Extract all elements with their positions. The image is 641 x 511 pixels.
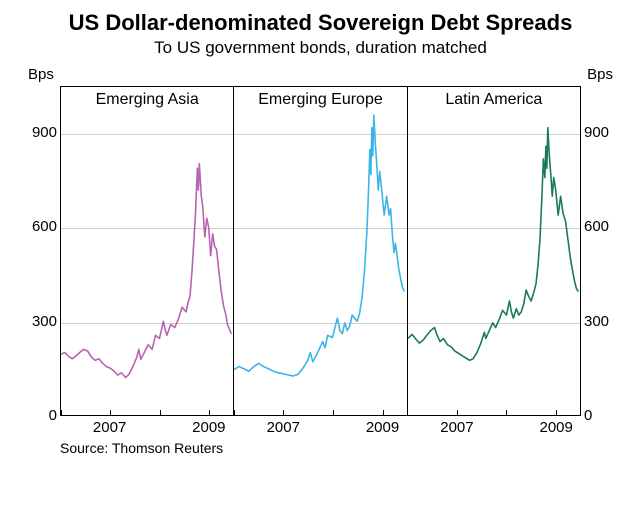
y-axis-label-left: Bps	[28, 66, 54, 83]
y-tick-label-right: 0	[584, 407, 624, 424]
panel: Emerging Asia	[61, 87, 234, 415]
panels-frame: Emerging AsiaEmerging EuropeLatin Americ…	[60, 86, 581, 416]
y-tick-label-left: 300	[17, 313, 57, 330]
panel: Latin America	[408, 87, 580, 415]
x-tick-label: 2007	[93, 419, 126, 436]
x-tick-label: 2009	[192, 419, 225, 436]
y-tick-label-right: 600	[584, 218, 624, 235]
series-line	[61, 87, 233, 415]
panel: Emerging Europe	[234, 87, 407, 415]
x-tick-label: 2007	[267, 419, 300, 436]
x-tick-label: 2007	[440, 419, 473, 436]
source-text: Source: Thomson Reuters	[60, 440, 631, 456]
chart-title: US Dollar-denominated Sovereign Debt Spr…	[10, 10, 631, 36]
chart-container: US Dollar-denominated Sovereign Debt Spr…	[10, 10, 631, 501]
series-line	[408, 87, 580, 415]
y-tick-label-left: 0	[17, 407, 57, 424]
y-axis-label-right: Bps	[587, 66, 613, 83]
series-line	[234, 87, 406, 415]
chart-subtitle: To US government bonds, duration matched	[10, 38, 631, 58]
y-tick-label-right: 900	[584, 124, 624, 141]
y-tick-label-left: 900	[17, 124, 57, 141]
y-tick-label-left: 600	[17, 218, 57, 235]
x-tick-label: 2009	[366, 419, 399, 436]
plot-area: Bps Bps Emerging AsiaEmerging EuropeLati…	[10, 66, 631, 436]
x-tick-label: 2009	[540, 419, 573, 436]
y-tick-label-right: 300	[584, 313, 624, 330]
